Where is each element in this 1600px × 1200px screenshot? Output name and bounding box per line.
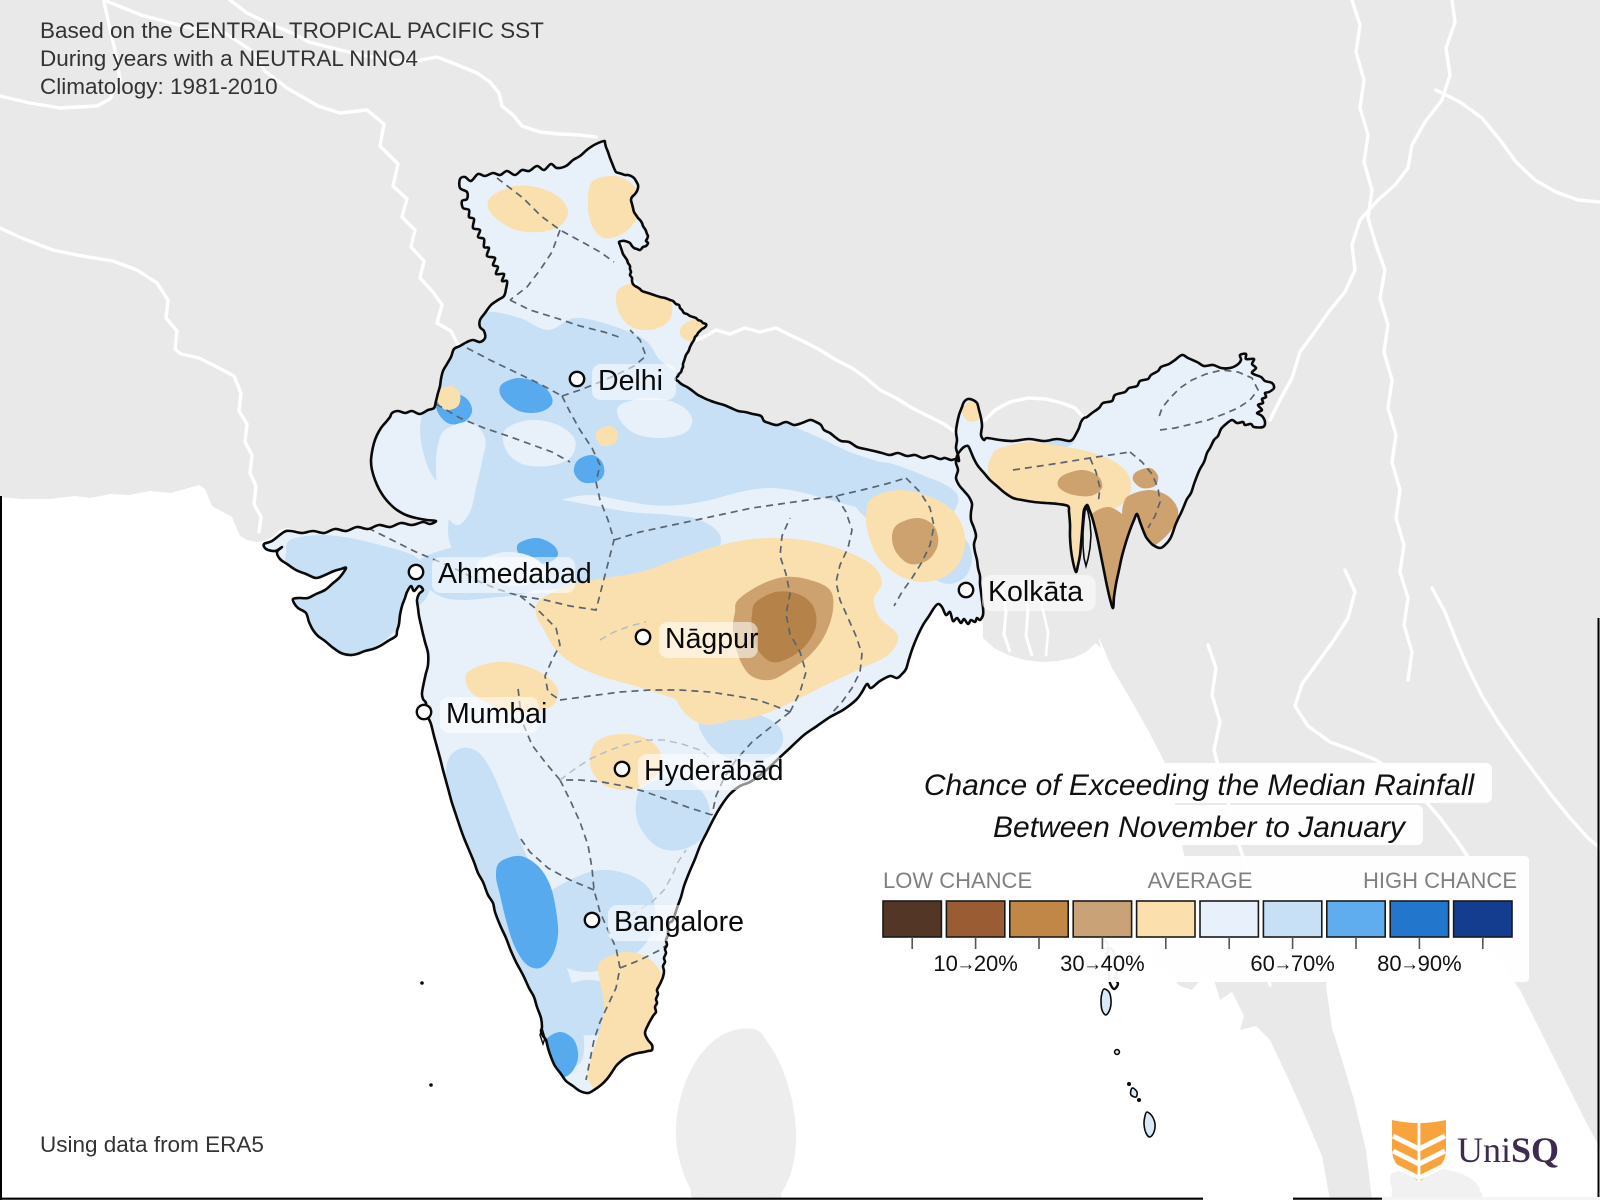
svg-text:HIGH CHANCE: HIGH CHANCE xyxy=(1363,868,1517,893)
svg-text:30→40%: 30→40% xyxy=(1060,951,1145,976)
svg-text:10→20%: 10→20% xyxy=(933,951,1018,976)
svg-text:Hyderābād: Hyderābād xyxy=(644,755,783,787)
svg-text:AVERAGE: AVERAGE xyxy=(1148,868,1253,893)
svg-text:60→70%: 60→70% xyxy=(1250,951,1335,976)
svg-text:Based on the CENTRAL TROPICAL: Based on the CENTRAL TROPICAL PACIFIC SS… xyxy=(40,18,544,43)
svg-text:Chance of Exceeding the Median: Chance of Exceeding the Median Rainfall xyxy=(924,769,1476,802)
svg-text:UniSQ: UniSQ xyxy=(1457,1130,1559,1170)
svg-text:Mumbai: Mumbai xyxy=(446,698,547,730)
svg-text:Kolkāta: Kolkāta xyxy=(988,576,1083,608)
svg-text:Delhi: Delhi xyxy=(598,365,663,397)
svg-text:Using data from ERA5: Using data from ERA5 xyxy=(40,1132,264,1157)
svg-text:LOW CHANCE: LOW CHANCE xyxy=(883,868,1032,893)
svg-text:80→90%: 80→90% xyxy=(1377,951,1462,976)
svg-text:Nāgpur: Nāgpur xyxy=(665,623,759,655)
svg-text:Between November to January: Between November to January xyxy=(993,811,1407,844)
svg-text:Climatology: 1981-2010: Climatology: 1981-2010 xyxy=(40,74,278,99)
svg-text:Ahmedabad: Ahmedabad xyxy=(438,558,592,590)
svg-text:Bangalore: Bangalore xyxy=(614,906,744,938)
svg-text:During years with a NEUTRAL NI: During years with a NEUTRAL NINO4 xyxy=(40,46,418,71)
